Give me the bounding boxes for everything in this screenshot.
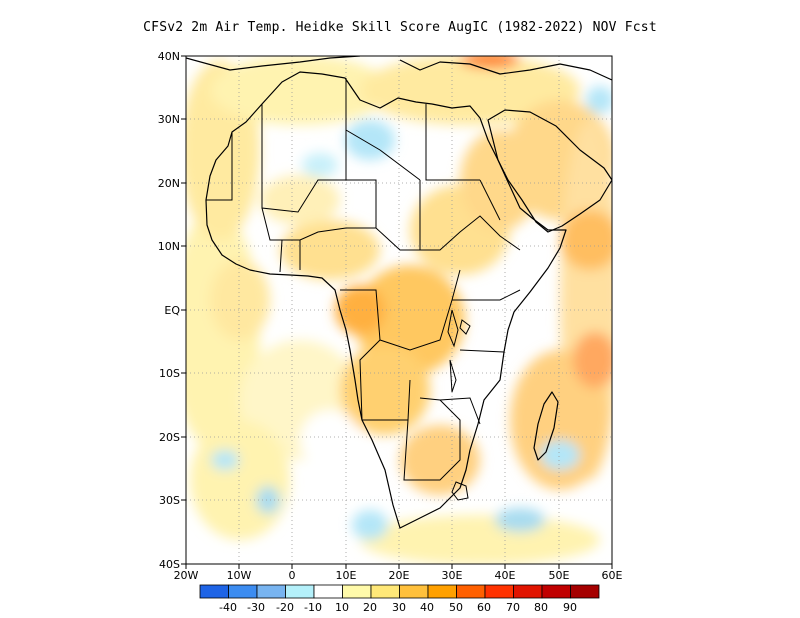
lon-label: 0 [289,569,296,582]
colorbar-swatch [427,584,457,599]
colorbar-swatch [313,584,343,599]
colorbar-label: 50 [449,601,463,614]
colorbar-swatch [399,584,429,599]
colorbar-swatch [342,584,372,599]
colorbar-label: 20 [363,601,377,614]
lat-label: 10N [158,240,180,253]
lat-label: EQ [164,304,180,317]
colorbar-swatches [199,584,600,599]
arabia-outline [487,109,612,233]
lat-label: 10S [159,367,180,380]
colorbar-swatch [513,584,543,599]
colorbar-label: 30 [392,601,406,614]
colorbar-label: 70 [506,601,520,614]
lon-label: 40E [495,569,516,582]
colorbar-label: 80 [534,601,548,614]
longitude-labels: 20W 10W 0 10E 20E 30E 40E 50E 60E [174,569,623,582]
lat-label: 20N [158,177,180,190]
lat-label: 40S [159,558,180,571]
colorbar-swatch [256,584,286,599]
colorbar-label: -40 [219,601,237,614]
lon-label: 20W [174,569,199,582]
colorbar-label: 40 [420,601,434,614]
latitude-labels: 40N 30N 20N 10N EQ 10S 20S 30S 40S [158,50,181,571]
colorbar-swatch [228,584,258,599]
colorbar-label: -20 [276,601,294,614]
colorbar-label: 10 [335,601,349,614]
colorbar-swatch [570,584,600,599]
lat-label: 20S [159,431,180,444]
lon-label: 10E [336,569,357,582]
country-borders [206,78,521,501]
colorbar-label: -10 [304,601,322,614]
map-gridlines [186,56,612,564]
lon-label: 30E [442,569,463,582]
lon-label: 50E [549,569,570,582]
africa-coastline [205,71,567,529]
colorbar-label: 90 [563,601,577,614]
axis-ticks [181,55,613,569]
colorbar-labels: -40 -30 -20 -10 10 20 30 40 50 60 70 80 … [219,601,577,614]
skill-field [186,56,612,564]
colorbar-label: 60 [477,601,491,614]
lat-label: 30N [158,113,180,126]
colorbar-swatch [456,584,486,599]
lon-label: 10W [227,569,252,582]
colorbar-swatch [370,584,400,599]
lon-label: 20E [389,569,410,582]
lat-label: 40N [158,50,180,63]
lat-label: 30S [159,494,180,507]
map-title: CFSv2 2m Air Temp. Heidke Skill Score Au… [143,20,657,35]
colorbar-label: -30 [247,601,265,614]
colorbar-swatch [541,584,571,599]
madagascar-outline [533,391,559,461]
lon-label: 60E [602,569,623,582]
colorbar-swatch [199,584,229,599]
continent-outlines [186,56,612,529]
europe-coastline [186,56,612,81]
colorbar-swatch [484,584,514,599]
colorbar-swatch [285,584,315,599]
